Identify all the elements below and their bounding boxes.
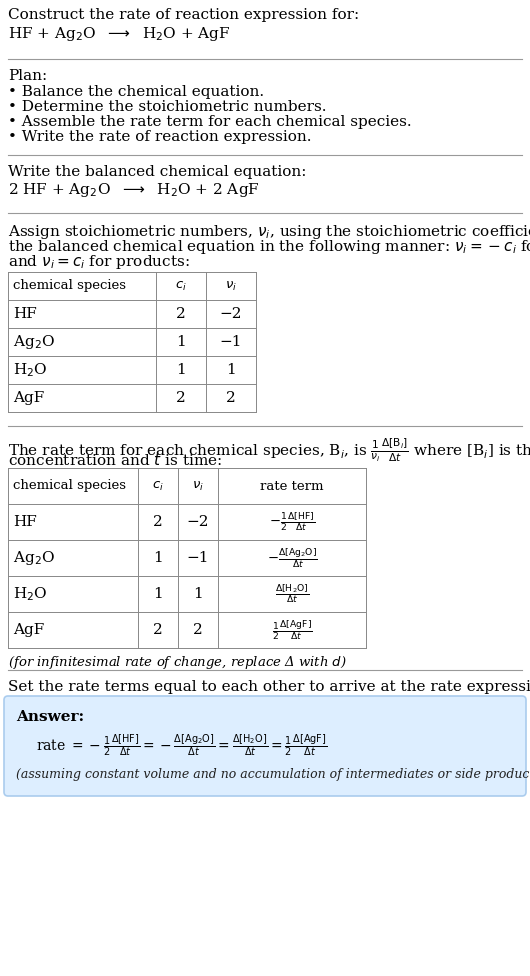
Text: The rate term for each chemical species, B$_i$, is $\frac{1}{\nu_i}\frac{\Delta[: The rate term for each chemical species,…: [8, 436, 530, 464]
Text: Answer:: Answer:: [16, 710, 84, 724]
Text: 1: 1: [176, 335, 186, 349]
Text: 2: 2: [153, 515, 163, 529]
Text: 1: 1: [193, 587, 203, 601]
Text: • Determine the stoichiometric numbers.: • Determine the stoichiometric numbers.: [8, 100, 326, 114]
Text: −1: −1: [187, 551, 209, 565]
Text: −2: −2: [187, 515, 209, 529]
Text: Plan:: Plan:: [8, 69, 47, 83]
Text: Ag$_2$O: Ag$_2$O: [13, 549, 55, 567]
Text: H$_2$O: H$_2$O: [13, 586, 48, 603]
Text: Set the rate terms equal to each other to arrive at the rate expression:: Set the rate terms equal to each other t…: [8, 680, 530, 694]
Text: (assuming constant volume and no accumulation of intermediates or side products): (assuming constant volume and no accumul…: [16, 768, 530, 781]
Text: concentration and $t$ is time:: concentration and $t$ is time:: [8, 452, 222, 468]
Text: 1: 1: [226, 363, 236, 377]
Text: $\frac{1}{2}\frac{\Delta[\mathrm{AgF}]}{\Delta t}$: $\frac{1}{2}\frac{\Delta[\mathrm{AgF}]}{…: [272, 618, 312, 642]
Text: 2: 2: [176, 391, 186, 405]
Text: HF + Ag$_2$O  $\longrightarrow$  H$_2$O + AgF: HF + Ag$_2$O $\longrightarrow$ H$_2$O + …: [8, 25, 231, 43]
Text: • Balance the chemical equation.: • Balance the chemical equation.: [8, 85, 264, 99]
Text: 1: 1: [153, 587, 163, 601]
Text: $\nu_i$: $\nu_i$: [225, 279, 237, 293]
Text: • Assemble the rate term for each chemical species.: • Assemble the rate term for each chemic…: [8, 115, 412, 129]
Text: $-\frac{1}{2}\frac{\Delta[\mathrm{HF}]}{\Delta t}$: $-\frac{1}{2}\frac{\Delta[\mathrm{HF}]}{…: [269, 511, 315, 533]
Text: Construct the rate of reaction expression for:: Construct the rate of reaction expressio…: [8, 8, 359, 22]
Text: Ag$_2$O: Ag$_2$O: [13, 333, 55, 351]
Text: AgF: AgF: [13, 623, 44, 637]
Text: chemical species: chemical species: [13, 479, 126, 493]
Text: the balanced chemical equation in the following manner: $\nu_i = -c_i$ for react: the balanced chemical equation in the fo…: [8, 238, 530, 256]
Text: HF: HF: [13, 307, 37, 321]
Text: $-\frac{\Delta[\mathrm{Ag_2O}]}{\Delta t}$: $-\frac{\Delta[\mathrm{Ag_2O}]}{\Delta t…: [267, 547, 317, 570]
Text: 2: 2: [226, 391, 236, 405]
Text: rate term: rate term: [260, 479, 324, 493]
Text: H$_2$O: H$_2$O: [13, 361, 48, 379]
Text: 1: 1: [176, 363, 186, 377]
Text: AgF: AgF: [13, 391, 44, 405]
Text: Assign stoichiometric numbers, $\nu_i$, using the stoichiometric coefficients, $: Assign stoichiometric numbers, $\nu_i$, …: [8, 223, 530, 241]
Text: $\frac{\Delta[\mathrm{H_2O}]}{\Delta t}$: $\frac{\Delta[\mathrm{H_2O}]}{\Delta t}$: [275, 583, 309, 605]
Text: (for infinitesimal rate of change, replace Δ with $d$): (for infinitesimal rate of change, repla…: [8, 654, 347, 671]
Text: −1: −1: [220, 335, 242, 349]
Text: Write the balanced chemical equation:: Write the balanced chemical equation:: [8, 165, 306, 179]
Text: chemical species: chemical species: [13, 279, 126, 293]
Text: $c_i$: $c_i$: [175, 279, 187, 293]
Text: 2: 2: [176, 307, 186, 321]
Text: $c_i$: $c_i$: [152, 479, 164, 493]
Text: HF: HF: [13, 515, 37, 529]
Text: 1: 1: [153, 551, 163, 565]
FancyBboxPatch shape: [4, 696, 526, 796]
Text: rate $= -\frac{1}{2}\frac{\Delta[\mathrm{HF}]}{\Delta t} = -\frac{\Delta[\mathrm: rate $= -\frac{1}{2}\frac{\Delta[\mathrm…: [36, 732, 328, 757]
Text: 2: 2: [193, 623, 203, 637]
Text: 2 HF + Ag$_2$O  $\longrightarrow$  H$_2$O + 2 AgF: 2 HF + Ag$_2$O $\longrightarrow$ H$_2$O …: [8, 181, 260, 199]
Text: 2: 2: [153, 623, 163, 637]
Text: −2: −2: [220, 307, 242, 321]
Text: and $\nu_i = c_i$ for products:: and $\nu_i = c_i$ for products:: [8, 253, 190, 271]
Text: $\nu_i$: $\nu_i$: [192, 479, 204, 493]
Text: • Write the rate of reaction expression.: • Write the rate of reaction expression.: [8, 130, 312, 144]
